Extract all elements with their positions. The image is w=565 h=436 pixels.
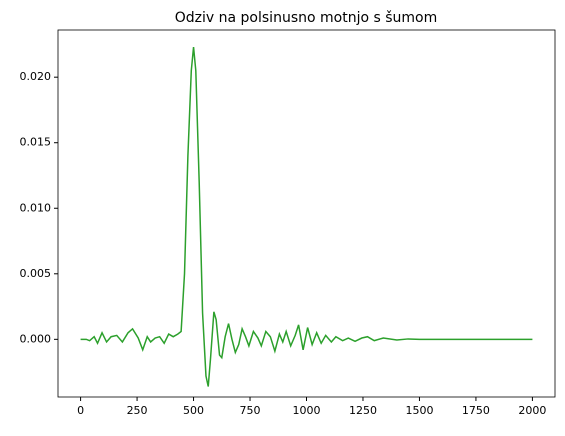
y-tick-label: 0.010: [20, 201, 52, 214]
x-tick-label: 500: [183, 404, 204, 417]
axes-frame: [57, 29, 556, 398]
y-tick-label: 0.005: [20, 267, 52, 280]
chart-title: Odziv na polsinusno motnjo s šumom: [175, 10, 437, 26]
x-tick-label: 1000: [293, 404, 321, 417]
x-tick-label: 1250: [349, 404, 377, 417]
y-tick-label: 0.015: [20, 136, 52, 149]
y-tick-label: 0.020: [20, 70, 52, 83]
x-tick-label: 1500: [405, 404, 433, 417]
x-tick-label: 0: [77, 404, 84, 417]
line-series: [80, 46, 533, 387]
x-tick-label: 1750: [462, 404, 490, 417]
x-tick-label: 2000: [518, 404, 546, 417]
x-tick-label: 250: [127, 404, 148, 417]
x-tick-label: 750: [240, 404, 261, 417]
y-tick-label: 0.000: [20, 332, 52, 345]
